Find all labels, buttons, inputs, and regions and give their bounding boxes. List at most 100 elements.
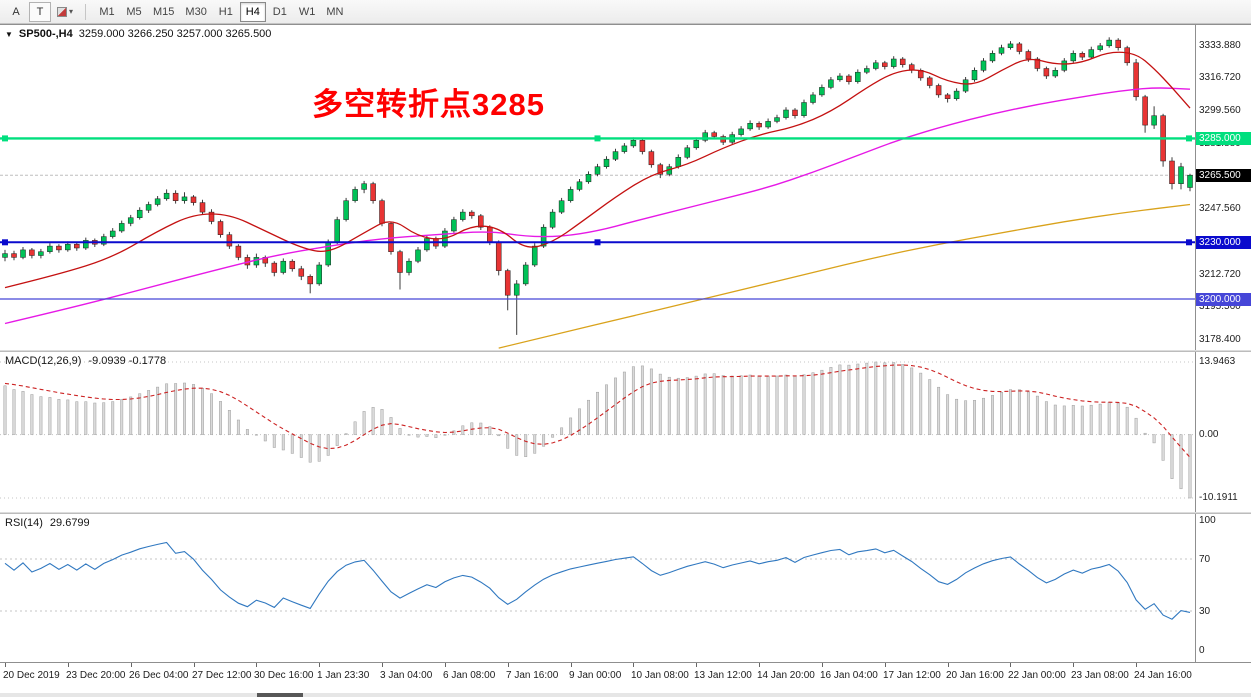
macd-values: -9.0939 -0.1778 xyxy=(88,355,167,367)
chart-header: ▼ SP500-,H4 3259.000 3266.250 3257.000 3… xyxy=(5,28,271,40)
rsi-scale[interactable]: 100 70 30 0 xyxy=(1195,514,1251,662)
time-label: 20 Jan 16:00 xyxy=(946,670,1004,681)
text-tool-button[interactable]: T xyxy=(29,1,51,22)
time-label: 16 Jan 04:00 xyxy=(820,670,878,681)
rsi-canvas[interactable] xyxy=(0,514,1195,662)
macd-scale-label: 0.00 xyxy=(1199,429,1219,440)
price-chart-canvas[interactable] xyxy=(0,25,1195,350)
time-label: 1 Jan 23:30 xyxy=(317,670,370,681)
time-label: 7 Jan 16:00 xyxy=(506,670,559,681)
time-label: 9 Jan 00:00 xyxy=(569,670,622,681)
time-label: 20 Dec 2019 xyxy=(3,670,60,681)
chart-annotation-text: 多空转折点3285 xyxy=(312,87,545,122)
timeframe-button-M15[interactable]: M15 xyxy=(153,5,175,18)
macd-panel: MACD(12,26,9) -9.0939 -0.1778 13.9463 0.0… xyxy=(0,352,1251,512)
rsi-scale-label: 70 xyxy=(1199,554,1211,565)
time-label: 26 Dec 04:00 xyxy=(129,670,189,681)
rsi-scale-label: 30 xyxy=(1199,606,1211,617)
macd-header: MACD(12,26,9) -9.0939 -0.1778 xyxy=(5,355,166,367)
timeframe-button-M30[interactable]: M30 xyxy=(185,5,207,18)
macd-scale[interactable]: 13.9463 0.00 -10.1911 xyxy=(1195,352,1251,512)
line-handle xyxy=(2,239,8,246)
timeframe-button-D1[interactable]: D1 xyxy=(272,5,287,18)
time-tick xyxy=(633,663,634,667)
paint-tool-icon xyxy=(57,6,67,17)
cursor-tool-button[interactable]: A xyxy=(12,5,20,18)
time-label: 23 Dec 20:00 xyxy=(66,670,126,681)
macd-signal-line xyxy=(4,364,1191,458)
collapse-arrow-icon[interactable]: ▼ xyxy=(5,29,13,39)
rsi-label: RSI(14) xyxy=(5,517,43,529)
time-tick xyxy=(696,663,697,667)
time-tick xyxy=(5,663,6,667)
timeframe-button-W1[interactable]: W1 xyxy=(298,5,316,18)
price-tag: 3265.500 xyxy=(1196,168,1251,182)
time-tick xyxy=(822,663,823,667)
rsi-header: RSI(14) 29.6799 xyxy=(5,517,90,529)
time-label: 27 Dec 12:00 xyxy=(192,670,252,681)
price-scale[interactable]: 3333.8803316.7203299.5603281.8803247.560… xyxy=(1195,25,1251,350)
line-handle xyxy=(594,239,601,246)
time-label: 30 Dec 16:00 xyxy=(254,670,314,681)
time-tick xyxy=(1073,663,1074,667)
price-scale-label: 3316.720 xyxy=(1199,72,1241,84)
horizontal-line-3230[interactable] xyxy=(0,239,1195,246)
time-label: 3 Jan 04:00 xyxy=(380,670,433,681)
time-tick xyxy=(382,663,383,667)
candles-layer xyxy=(2,37,1193,335)
price-scale-label: 3212.720 xyxy=(1199,268,1241,280)
time-tick xyxy=(68,663,69,667)
time-label: 10 Jan 08:00 xyxy=(631,670,689,681)
timeframe-button-MN[interactable]: MN xyxy=(326,5,344,18)
timeframe-button-H1[interactable]: H1 xyxy=(218,5,233,18)
price-scale-label: 3333.880 xyxy=(1199,40,1241,51)
time-label: 17 Jan 12:00 xyxy=(883,670,941,681)
time-label: 6 Jan 08:00 xyxy=(443,670,496,681)
horizontal-line-3285[interactable] xyxy=(0,135,1195,142)
toolbar: A T ▾ M1 M5 M15 M30 H1 H4 D1 W1 MN xyxy=(0,0,1251,24)
time-tick xyxy=(948,663,949,667)
panel-divider[interactable] xyxy=(0,512,1251,514)
chevron-down-icon: ▾ xyxy=(69,7,74,16)
time-tick xyxy=(571,663,572,667)
timeframe-button-H4[interactable]: H4 xyxy=(239,1,266,22)
timeframe-group: M1 M5 M15 M30 H1 H4 D1 W1 MN xyxy=(94,1,348,22)
price-tag: 3200.000 xyxy=(1196,292,1251,306)
line-handle xyxy=(1186,239,1192,246)
paint-color-tool-button[interactable]: ▾ xyxy=(53,2,77,22)
price-tag: 3285.000 xyxy=(1196,131,1251,145)
rsi-line xyxy=(4,541,1191,620)
time-tick xyxy=(194,663,195,667)
rsi-scale-label: 0 xyxy=(1199,645,1205,656)
time-axis[interactable]: 20 Dec 2019 23 Dec 20:00 26 Dec 04:00 27 De… xyxy=(0,662,1251,693)
rsi-scale-label: 100 xyxy=(1199,515,1216,526)
time-tick xyxy=(131,663,132,667)
macd-scale-label: 13.9463 xyxy=(1199,356,1236,367)
line-handle xyxy=(594,135,601,142)
time-label: 13 Jan 12:00 xyxy=(694,670,752,681)
time-tick xyxy=(508,663,509,667)
scrollbar-thumb[interactable] xyxy=(257,693,303,697)
line-handle xyxy=(2,135,8,142)
macd-canvas[interactable] xyxy=(0,352,1195,512)
timeframe-button-M1[interactable]: M1 xyxy=(99,5,115,18)
panel-divider[interactable] xyxy=(0,350,1251,352)
time-tick xyxy=(256,663,257,667)
time-tick xyxy=(759,663,760,667)
price-scale-label: 3247.560 xyxy=(1199,203,1241,215)
toolbar-separator xyxy=(85,3,87,20)
timeframe-button-M5[interactable]: M5 xyxy=(126,5,142,18)
time-tick xyxy=(445,663,446,667)
ma-red-line xyxy=(4,51,1191,289)
time-label: 24 Jan 16:00 xyxy=(1134,670,1192,681)
horizontal-scrollbar[interactable] xyxy=(0,693,1251,697)
price-tag: 3230.000 xyxy=(1196,235,1251,249)
time-label: 14 Jan 20:00 xyxy=(757,670,815,681)
rsi-value: 29.6799 xyxy=(49,517,90,529)
chart-area: ▼ SP500-,H4 3259.000 3266.250 3257.000 3… xyxy=(0,24,1251,697)
time-label: 23 Jan 08:00 xyxy=(1071,670,1129,681)
rsi-panel: RSI(14) 29.6799 100 70 30 0 xyxy=(0,514,1251,662)
ma-orange-line xyxy=(498,203,1191,349)
price-scale-label: 3178.400 xyxy=(1199,333,1241,345)
